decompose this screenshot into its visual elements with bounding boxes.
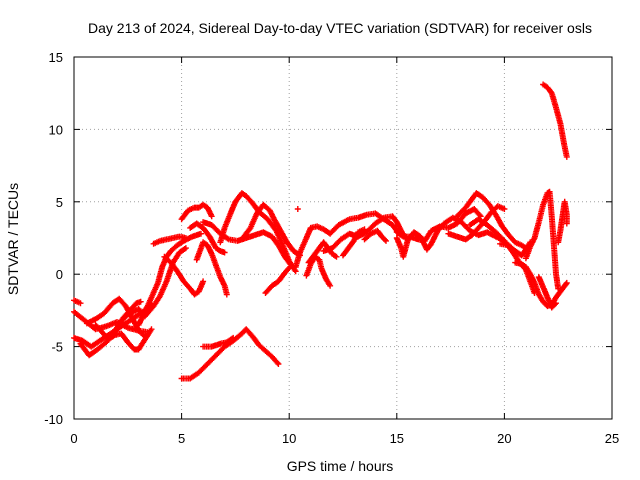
series-arc-21	[303, 253, 334, 289]
series-marks	[193, 239, 230, 298]
y-axis-label: SDTVAR / TECUs	[5, 183, 21, 295]
x-tick-label: 5	[178, 431, 185, 446]
series-marks	[262, 262, 295, 296]
y-tick-label: 10	[49, 122, 63, 137]
series-arc-35	[555, 198, 570, 246]
series-arc-25	[393, 206, 484, 244]
series-marks	[135, 230, 204, 328]
series-arc-23	[340, 226, 368, 259]
series-marks	[161, 253, 207, 298]
chart-title: Day 213 of 2024, Sidereal Day-to-day VTE…	[88, 20, 592, 36]
y-tick-label: -5	[51, 340, 63, 355]
series-marks	[555, 198, 570, 246]
y-tick-label: 5	[56, 195, 63, 210]
series-arc-15	[217, 190, 299, 275]
data-series	[71, 81, 570, 382]
series-marks	[445, 203, 508, 243]
series-arc-01	[71, 297, 84, 307]
series-arc-36	[178, 326, 282, 382]
series-arc-07	[109, 245, 189, 340]
series-marks	[535, 274, 559, 311]
x-tick-label: 25	[605, 431, 619, 446]
x-tick-label: 20	[497, 431, 511, 446]
series-marks	[150, 233, 189, 247]
series-arc-09	[150, 233, 189, 247]
series-marks	[109, 245, 189, 340]
series-arc-24	[361, 227, 389, 244]
series-arc-18	[294, 206, 301, 212]
y-tick-label: -10	[44, 412, 63, 427]
series-arc-28	[454, 190, 529, 252]
series-marks	[187, 220, 228, 256]
plot-frame	[73, 56, 613, 420]
series-marks	[522, 188, 562, 292]
series-marks	[217, 190, 299, 275]
series-marks	[303, 253, 334, 289]
series-arc-34	[540, 81, 570, 160]
series-marks	[454, 190, 529, 252]
series-arc-26	[393, 214, 508, 260]
series-arc-32	[522, 188, 562, 292]
series-arc-17	[262, 262, 295, 296]
series-marks	[340, 226, 368, 259]
series-marks	[238, 201, 303, 259]
series-marks	[393, 206, 484, 244]
series-marks	[292, 210, 400, 270]
series-marks	[200, 334, 237, 350]
series-marks	[178, 201, 215, 223]
series-marks	[540, 81, 570, 160]
series-arc-27	[445, 203, 508, 243]
series-arc-08	[135, 230, 204, 328]
series-arc-13	[193, 239, 230, 298]
series-marks	[393, 214, 508, 260]
x-tick-label: 0	[70, 431, 77, 446]
series-arc-11	[178, 201, 215, 223]
series-marks	[178, 326, 282, 382]
series-arc-19	[292, 210, 400, 270]
x-tick-label: 15	[390, 431, 404, 446]
series-arc-12	[187, 220, 228, 256]
series-marks	[294, 206, 301, 212]
series-marks	[361, 227, 389, 244]
series-arc-10	[161, 253, 207, 298]
series-arc-16	[238, 201, 303, 259]
axis-ticks: 0 5 10 15 20 25 -10 -5 0 5 10 15	[44, 50, 619, 446]
x-axis-label: GPS time / hours	[287, 458, 394, 474]
series-marks	[71, 297, 84, 307]
y-tick-label: 0	[56, 267, 63, 282]
y-tick-label: 15	[49, 50, 63, 65]
series-arc-37	[200, 334, 237, 350]
series-arc-33	[535, 274, 559, 311]
x-tick-label: 10	[282, 431, 296, 446]
